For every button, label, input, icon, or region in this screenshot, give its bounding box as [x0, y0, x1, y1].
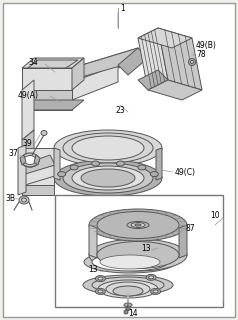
Polygon shape — [179, 225, 187, 258]
Ellipse shape — [98, 277, 103, 280]
Polygon shape — [22, 90, 72, 110]
Ellipse shape — [58, 172, 66, 177]
Ellipse shape — [149, 276, 154, 279]
Polygon shape — [138, 28, 192, 48]
Text: 49(A): 49(A) — [18, 91, 39, 100]
Ellipse shape — [98, 280, 158, 298]
Text: 34: 34 — [28, 58, 38, 67]
Text: 13: 13 — [141, 244, 151, 252]
Ellipse shape — [100, 255, 160, 269]
Ellipse shape — [92, 277, 164, 293]
Ellipse shape — [70, 165, 78, 170]
Text: 49(B): 49(B) — [196, 41, 217, 50]
Ellipse shape — [124, 310, 128, 314]
Polygon shape — [20, 155, 26, 165]
Polygon shape — [22, 185, 54, 195]
Ellipse shape — [89, 209, 187, 241]
Text: 10: 10 — [210, 211, 220, 220]
Text: 39: 39 — [22, 139, 32, 148]
Text: 23: 23 — [115, 106, 125, 115]
Ellipse shape — [188, 59, 195, 66]
Ellipse shape — [127, 221, 149, 228]
Text: 49(C): 49(C) — [175, 167, 196, 177]
Polygon shape — [22, 80, 34, 140]
Ellipse shape — [116, 161, 124, 166]
Ellipse shape — [138, 165, 146, 170]
Ellipse shape — [106, 282, 150, 296]
Ellipse shape — [150, 172, 158, 177]
Ellipse shape — [24, 156, 36, 164]
Text: 3B: 3B — [5, 194, 15, 203]
Polygon shape — [72, 58, 84, 90]
Ellipse shape — [63, 163, 153, 193]
Bar — [55, 195, 223, 307]
Polygon shape — [72, 65, 118, 100]
Ellipse shape — [21, 198, 26, 202]
Ellipse shape — [190, 60, 193, 63]
Ellipse shape — [72, 136, 144, 160]
Text: 78: 78 — [196, 50, 206, 59]
Ellipse shape — [113, 286, 143, 296]
Ellipse shape — [146, 274, 156, 280]
Polygon shape — [22, 100, 84, 110]
Text: 37: 37 — [8, 148, 18, 157]
Polygon shape — [34, 155, 40, 165]
Polygon shape — [22, 58, 84, 68]
Ellipse shape — [124, 303, 132, 307]
Polygon shape — [22, 155, 55, 175]
Ellipse shape — [19, 196, 29, 204]
Ellipse shape — [92, 161, 99, 166]
Polygon shape — [158, 28, 202, 90]
Polygon shape — [22, 165, 58, 185]
Ellipse shape — [135, 224, 141, 226]
Polygon shape — [89, 225, 97, 258]
Ellipse shape — [151, 288, 161, 294]
Polygon shape — [156, 148, 162, 180]
Polygon shape — [54, 148, 60, 180]
Polygon shape — [22, 130, 34, 170]
Polygon shape — [18, 145, 26, 195]
Text: 13: 13 — [88, 266, 98, 275]
Polygon shape — [28, 60, 78, 68]
Ellipse shape — [21, 153, 39, 167]
Ellipse shape — [83, 275, 173, 295]
Ellipse shape — [98, 290, 103, 293]
Ellipse shape — [54, 130, 162, 166]
Ellipse shape — [84, 251, 176, 273]
Polygon shape — [138, 70, 168, 90]
Ellipse shape — [54, 160, 162, 196]
Ellipse shape — [97, 212, 179, 238]
Polygon shape — [138, 28, 168, 90]
Ellipse shape — [92, 253, 168, 271]
Polygon shape — [148, 80, 202, 100]
Polygon shape — [22, 148, 54, 185]
Ellipse shape — [95, 276, 105, 282]
Ellipse shape — [63, 133, 153, 163]
Ellipse shape — [131, 222, 145, 228]
Polygon shape — [22, 68, 72, 90]
Polygon shape — [72, 48, 138, 82]
Text: 1: 1 — [120, 4, 125, 12]
Ellipse shape — [126, 308, 130, 310]
Ellipse shape — [41, 131, 47, 135]
Text: 14: 14 — [128, 309, 138, 318]
Ellipse shape — [97, 242, 179, 268]
Ellipse shape — [89, 239, 187, 271]
Ellipse shape — [153, 290, 158, 293]
Ellipse shape — [95, 288, 105, 294]
Ellipse shape — [81, 169, 135, 187]
Polygon shape — [118, 48, 148, 75]
Polygon shape — [72, 48, 148, 78]
Ellipse shape — [72, 166, 144, 190]
Text: 87: 87 — [186, 223, 196, 233]
